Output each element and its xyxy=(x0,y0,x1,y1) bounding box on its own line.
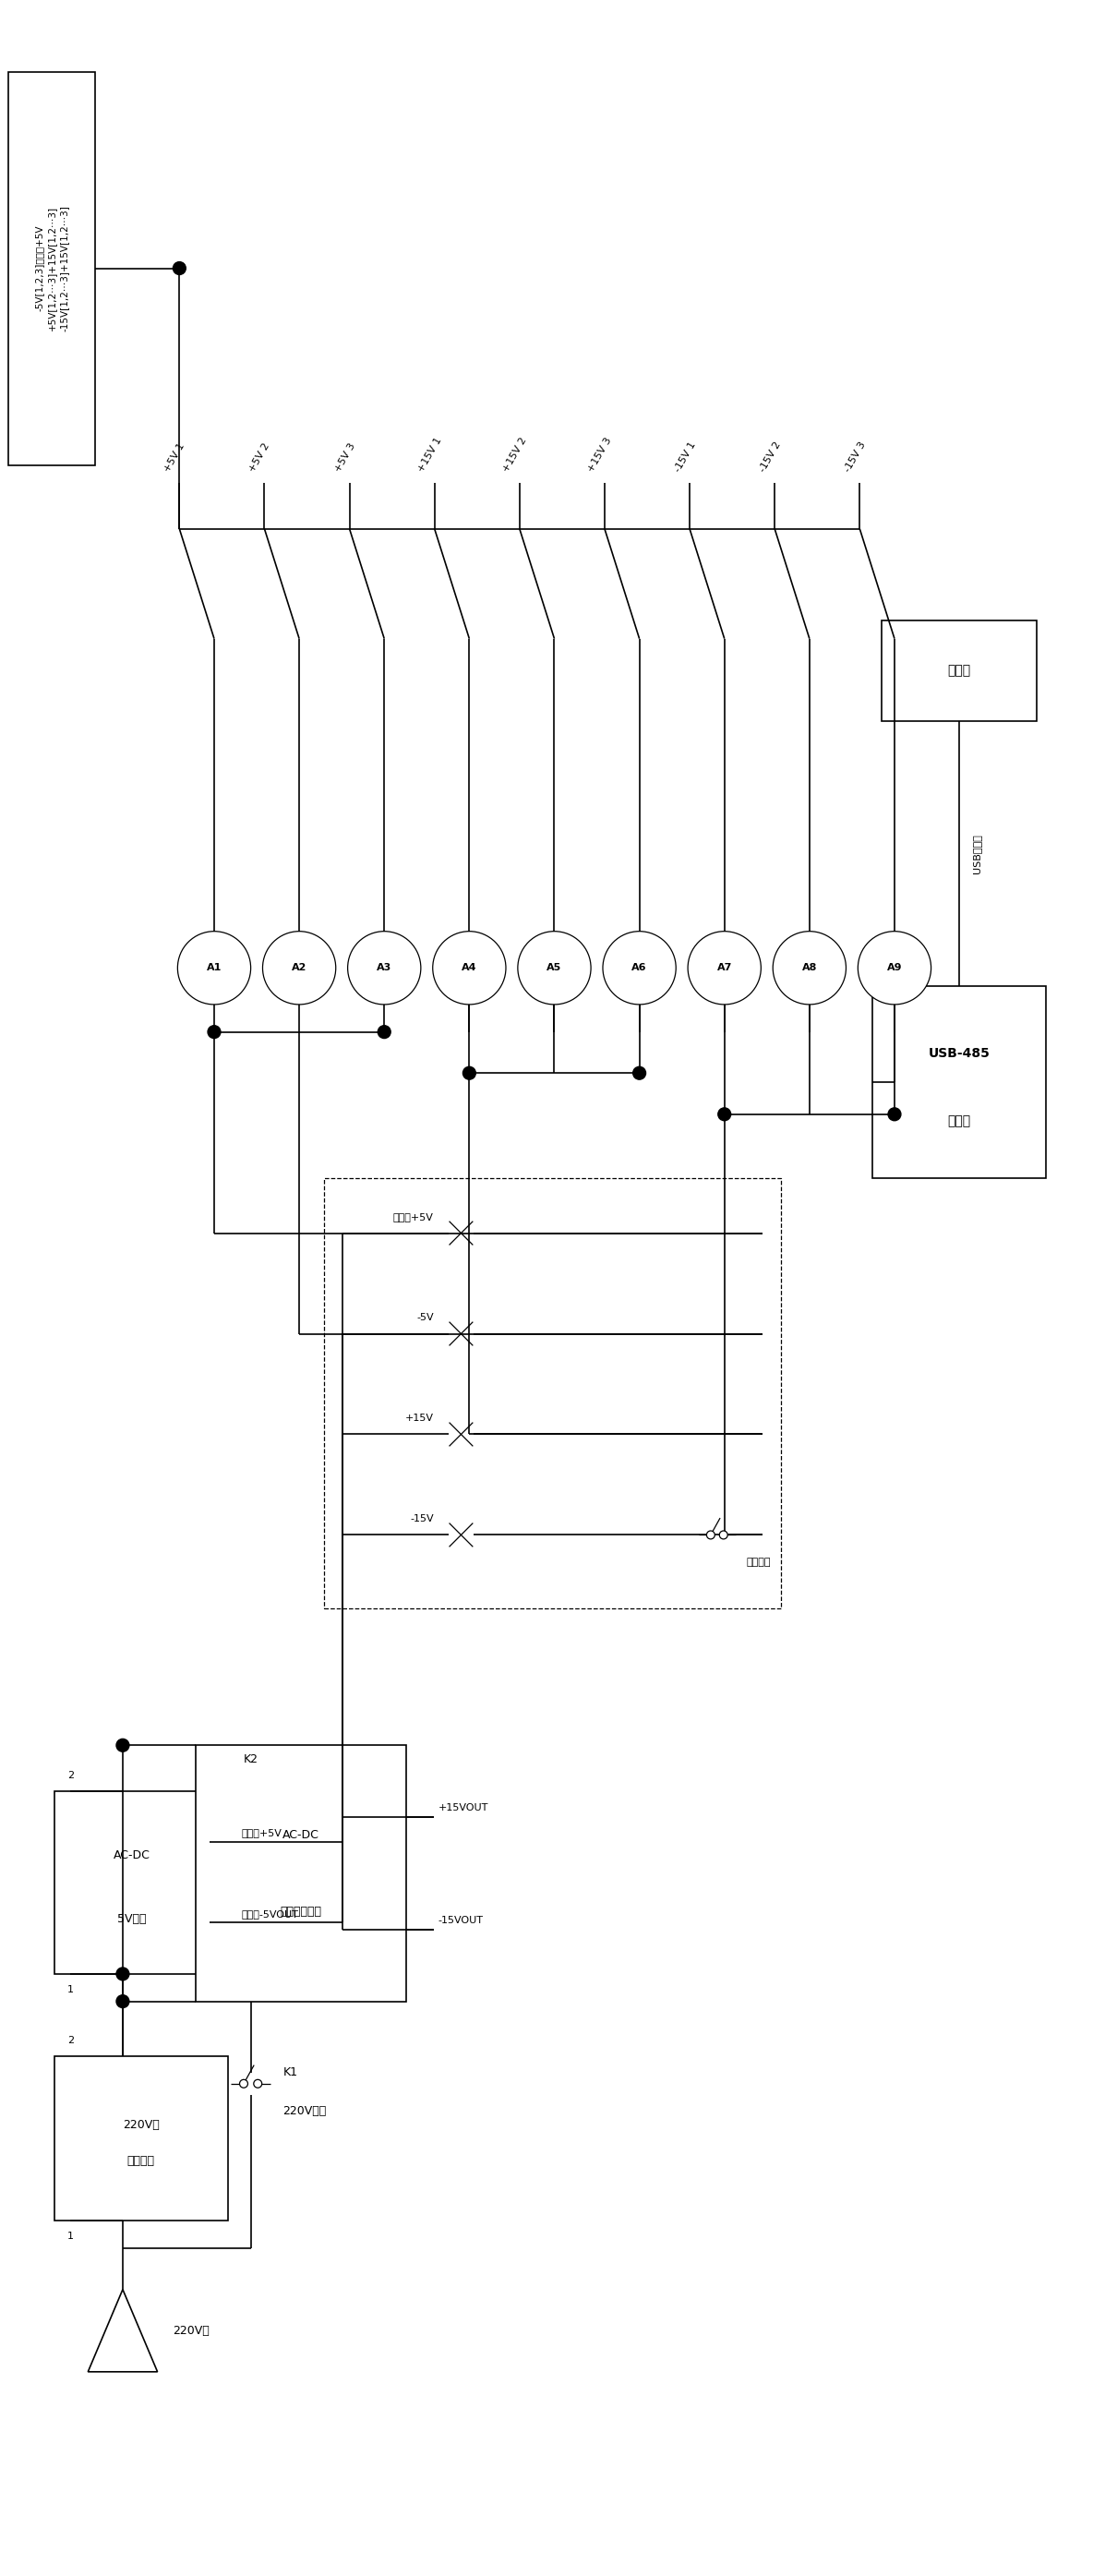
Text: +15V 3: +15V 3 xyxy=(587,435,613,474)
Text: A1: A1 xyxy=(207,963,222,974)
Circle shape xyxy=(718,1108,730,1121)
Text: 光隔离-5VOUT: 光隔离-5VOUT xyxy=(242,1909,298,1919)
Text: -15VOUT: -15VOUT xyxy=(439,1917,483,1924)
Text: -15V 2: -15V 2 xyxy=(758,440,782,474)
Text: 多路开关电源: 多路开关电源 xyxy=(281,1906,322,1917)
Circle shape xyxy=(116,1968,129,1981)
Circle shape xyxy=(706,1530,715,1538)
Text: -15V 3: -15V 3 xyxy=(843,440,867,474)
Text: A3: A3 xyxy=(377,963,392,974)
Text: A5: A5 xyxy=(547,963,561,974)
Text: -15V: -15V xyxy=(410,1515,433,1522)
Text: +15V 1: +15V 1 xyxy=(417,435,443,474)
Circle shape xyxy=(240,2079,248,2087)
Text: K1: K1 xyxy=(283,2066,297,2079)
Circle shape xyxy=(888,1108,901,1121)
Text: -15V 1: -15V 1 xyxy=(673,440,697,474)
Circle shape xyxy=(263,933,336,1005)
Text: A7: A7 xyxy=(717,963,732,974)
Circle shape xyxy=(178,933,251,1005)
Text: 1: 1 xyxy=(67,1986,74,1994)
Bar xyxy=(873,987,1046,1177)
Text: 转换器: 转换器 xyxy=(948,1115,971,1128)
Circle shape xyxy=(687,933,761,1005)
Text: 上电开关: 上电开关 xyxy=(746,1558,771,1566)
Text: AC-DC: AC-DC xyxy=(114,1850,150,1860)
Text: 220V～: 220V～ xyxy=(173,2324,210,2336)
Bar xyxy=(9,72,95,464)
Text: 1: 1 xyxy=(67,2231,74,2241)
Text: USB-485: USB-485 xyxy=(928,1046,990,1059)
Circle shape xyxy=(772,933,846,1005)
Circle shape xyxy=(433,933,506,1005)
Text: -5V: -5V xyxy=(417,1314,433,1321)
Circle shape xyxy=(633,1066,645,1079)
Bar xyxy=(54,1790,210,1973)
Text: +5V 1: +5V 1 xyxy=(162,443,187,474)
Text: 2: 2 xyxy=(67,2035,74,2045)
Bar xyxy=(882,621,1038,721)
Text: 5V电源: 5V电源 xyxy=(117,1914,146,1924)
Circle shape xyxy=(208,1025,221,1038)
Circle shape xyxy=(116,1739,129,1752)
Circle shape xyxy=(857,933,932,1005)
Circle shape xyxy=(348,933,421,1005)
Circle shape xyxy=(378,1025,391,1038)
Text: USB数据线: USB数据线 xyxy=(972,835,981,873)
Circle shape xyxy=(463,1066,475,1079)
Text: A8: A8 xyxy=(802,963,817,974)
Circle shape xyxy=(719,1530,727,1538)
Text: A4: A4 xyxy=(462,963,477,974)
Text: +15V: +15V xyxy=(406,1414,433,1422)
Text: +15V 2: +15V 2 xyxy=(502,435,528,474)
Text: A2: A2 xyxy=(292,963,307,974)
Text: +15VOUT: +15VOUT xyxy=(439,1803,488,1814)
Text: 光隔离+5V: 光隔离+5V xyxy=(242,1829,282,1837)
Text: -5V[1,2,3]光隔离+5V
+5V[1,2⋯3]+15V[1,2⋯3]
-15V[1,2⋯3]+15V[1,2⋯3]: -5V[1,2,3]光隔离+5V +5V[1,2⋯3]+15V[1,2⋯3] -… xyxy=(35,206,69,332)
Text: 2: 2 xyxy=(67,1770,74,1780)
Text: AC-DC: AC-DC xyxy=(283,1829,319,1842)
Text: K2: K2 xyxy=(243,1754,259,1765)
Text: +5V 3: +5V 3 xyxy=(333,443,357,474)
Circle shape xyxy=(603,933,676,1005)
Bar xyxy=(54,2056,228,2221)
Text: 计算机: 计算机 xyxy=(948,665,971,677)
Text: +5V 2: +5V 2 xyxy=(248,440,272,474)
Circle shape xyxy=(518,933,591,1005)
Text: 光隔离+5V: 光隔离+5V xyxy=(393,1213,433,1221)
Text: 220V开关: 220V开关 xyxy=(283,2105,326,2117)
Text: 220V～: 220V～ xyxy=(123,2120,159,2130)
Bar xyxy=(196,1747,407,2002)
Polygon shape xyxy=(88,2290,158,2372)
Circle shape xyxy=(116,1994,129,2007)
Circle shape xyxy=(254,2079,262,2087)
Text: 滤波插座: 滤波插座 xyxy=(127,2156,155,2166)
Circle shape xyxy=(173,263,186,276)
Text: A9: A9 xyxy=(887,963,902,974)
Text: A6: A6 xyxy=(632,963,648,974)
